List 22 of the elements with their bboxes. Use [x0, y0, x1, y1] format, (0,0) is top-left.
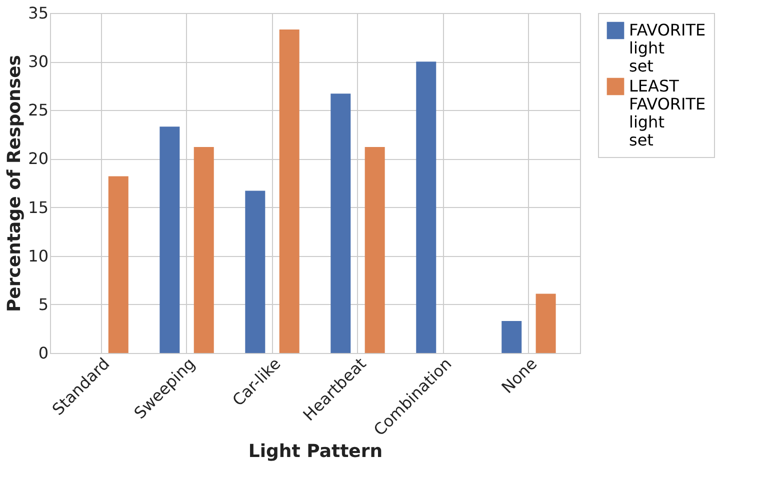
bar [364, 147, 385, 353]
bar [194, 147, 214, 353]
bar [416, 62, 436, 353]
y-tick-label: 5 [38, 294, 48, 314]
y-tick-label: 25 [28, 100, 48, 120]
y-tick-label: 15 [28, 198, 48, 217]
legend-label: FAVORITE light set [629, 20, 706, 76]
bar [108, 176, 128, 353]
bar [536, 294, 556, 353]
y-tick-label: 30 [28, 52, 48, 72]
y-tick-label: 0 [38, 344, 48, 362]
y-tick-label: 35 [28, 4, 48, 22]
bar [160, 126, 180, 353]
legend-label: LEAST FAVORITE light set [629, 76, 706, 150]
bar [279, 30, 300, 353]
y-tick-label: 20 [28, 149, 48, 168]
x-axis-title: Light Pattern [248, 440, 383, 462]
y-axis-title: Percentage of Responses [4, 54, 26, 312]
bar [330, 94, 351, 353]
bar [502, 320, 522, 353]
bar [245, 190, 266, 353]
y-tick-label: 10 [28, 246, 48, 266]
